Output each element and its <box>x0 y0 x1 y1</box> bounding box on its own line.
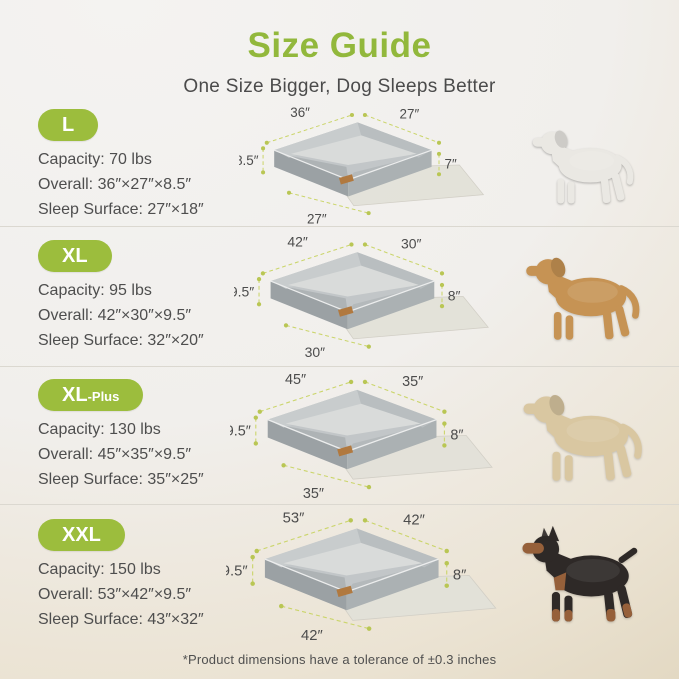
size-row-xxl: XXL Capacity: 150 lbs Overall: 53″×42″×9… <box>0 504 679 646</box>
size-l-bed-area: 36″ 27″ 8.5″ 7″ 27″ <box>218 100 509 230</box>
dim-top-right: 27″ <box>399 107 419 122</box>
header: Size Guide One Size Bigger, Dog Sleeps B… <box>0 0 679 98</box>
size-l-info: L Capacity: 70 lbs Overall: 36″×27″×8.5″… <box>0 108 218 222</box>
american-bulldog-photo <box>529 122 641 208</box>
overall-text: Overall: 53″×42″×9.5″ <box>38 586 192 603</box>
capacity-text: Capacity: 130 lbs <box>38 421 161 438</box>
size-row-l: L Capacity: 70 lbs Overall: 36″×27″×8.5″… <box>0 104 679 226</box>
overall-text: Overall: 45″×35″×9.5″ <box>38 446 192 463</box>
size-xl-plus-dog-area <box>509 385 661 486</box>
dim-right: 8″ <box>447 287 460 303</box>
size-xl-specs: Capacity: 95 lbs Overall: 42″×30″×9.5″ S… <box>38 278 218 353</box>
dim-left: 9.5″ <box>234 284 254 300</box>
tolerance-note: *Product dimensions have a tolerance of … <box>182 652 497 667</box>
dim-top-right: 30″ <box>400 235 421 251</box>
sleep-surface-text: Sleep Surface: 43″×32″ <box>38 611 204 628</box>
size-badge-l: L <box>38 108 99 141</box>
dim-top: 45″ <box>284 372 305 388</box>
yellow-labrador-photo <box>519 385 651 486</box>
dim-top: 36″ <box>290 105 310 120</box>
size-badge-xl: XL <box>38 240 112 272</box>
size-xl-plus-bed-area: 45″ 35″ 9.5″ 8″ 35″ <box>218 366 509 505</box>
overall-text: Overall: 36″×27″×8.5″ <box>38 175 192 193</box>
size-row-xl-plus: XL-Plus Capacity: 130 lbs Overall: 45″×3… <box>0 366 679 504</box>
capacity-text: Capacity: 150 lbs <box>38 561 161 578</box>
size-badge-xl-plus: XL-Plus <box>38 379 144 411</box>
size-xxl-specs: Capacity: 150 lbs Overall: 53″×42″×9.5″ … <box>38 557 218 632</box>
dim-top-right: 42″ <box>403 512 425 528</box>
dim-right: 8″ <box>452 568 465 584</box>
dim-left: 8.5″ <box>239 153 259 168</box>
dim-right: 8″ <box>450 427 463 443</box>
dim-bottom: 42″ <box>301 628 323 644</box>
dim-top: 53″ <box>282 510 304 526</box>
dog-bed-illustration: 53″ 42″ 9.5″ 8″ 42″ <box>226 510 502 644</box>
dog-bed-illustration: 45″ 35″ 9.5″ 8″ 35″ <box>230 372 498 502</box>
dog-bed-illustration: 42″ 30″ 9.5″ 8″ 30″ <box>234 233 494 360</box>
dim-bottom: 30″ <box>304 344 325 360</box>
size-row-xl: XL Capacity: 95 lbs Overall: 42″×30″×9.5… <box>0 226 679 366</box>
size-rows: L Capacity: 70 lbs Overall: 36″×27″×8.5″… <box>0 104 679 646</box>
size-badge-l-label: L <box>62 113 75 136</box>
dim-right: 7″ <box>444 157 456 172</box>
size-xl-info: XL Capacity: 95 lbs Overall: 42″×30″×9.5… <box>0 240 218 353</box>
capacity-text: Capacity: 95 lbs <box>38 282 152 299</box>
size-xxl-dog-area <box>509 524 661 627</box>
size-badge-xxl: XXL <box>38 519 125 551</box>
dim-bottom: 35″ <box>302 486 323 502</box>
overall-text: Overall: 42″×30″×9.5″ <box>38 307 192 324</box>
doberman-photo <box>518 524 652 627</box>
dim-left: 9.5″ <box>226 564 248 580</box>
dog-bed-illustration: 36″ 27″ 8.5″ 7″ 27″ <box>239 105 489 226</box>
size-xxl-bed-area: 53″ 42″ 9.5″ 8″ 42″ <box>218 504 509 647</box>
size-xxl-info: XXL Capacity: 150 lbs Overall: 53″×42″×9… <box>0 519 218 632</box>
size-l-specs: Capacity: 70 lbs Overall: 36″×27″×8.5″ S… <box>38 147 218 222</box>
dim-top: 42″ <box>287 233 308 249</box>
capacity-text: Capacity: 70 lbs <box>38 150 152 168</box>
dim-top-right: 35″ <box>402 374 423 390</box>
size-l-dog-area <box>509 122 661 208</box>
golden-retriever-photo <box>522 248 648 345</box>
size-badge-xl-label: XL <box>62 245 88 267</box>
size-badge-xl-plus-suffix: -Plus <box>87 389 120 404</box>
size-xl-plus-info: XL-Plus Capacity: 130 lbs Overall: 45″×3… <box>0 379 218 492</box>
sleep-surface-text: Sleep Surface: 32″×20″ <box>38 332 204 349</box>
size-badge-xl-plus-label: XL <box>62 384 88 406</box>
dim-bottom: 27″ <box>306 211 326 226</box>
size-xl-bed-area: 42″ 30″ 9.5″ 8″ 30″ <box>218 229 509 364</box>
sleep-surface-text: Sleep Surface: 27″×18″ <box>38 200 204 218</box>
dim-left: 9.5″ <box>230 424 251 440</box>
size-xl-dog-area <box>509 248 661 345</box>
sleep-surface-text: Sleep Surface: 35″×25″ <box>38 471 204 488</box>
size-badge-xxl-label: XXL <box>62 524 101 546</box>
size-xl-plus-specs: Capacity: 130 lbs Overall: 45″×35″×9.5″ … <box>38 417 218 492</box>
page-subtitle: One Size Bigger, Dog Sleeps Better <box>183 76 496 97</box>
page-title: Size Guide <box>247 26 432 65</box>
